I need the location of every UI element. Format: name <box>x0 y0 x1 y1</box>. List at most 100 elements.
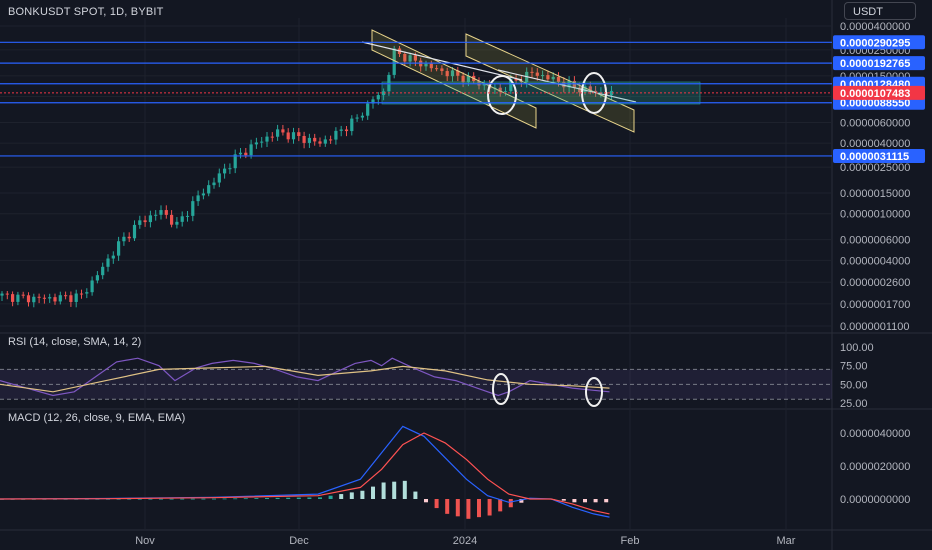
macd-histogram-bar <box>487 499 492 516</box>
price-axis[interactable]: 0.00004000000.00002500000.00001500000.00… <box>833 21 925 506</box>
macd-histogram-bar <box>371 486 375 499</box>
macd-histogram-bar <box>307 497 312 499</box>
candle-body <box>291 132 296 140</box>
candle-body <box>254 142 258 145</box>
rsi-series-line <box>0 357 610 397</box>
candle-body <box>159 210 163 215</box>
candle-body <box>583 86 587 93</box>
candle-body <box>360 115 364 118</box>
currency-selector[interactable]: USDT <box>844 2 916 20</box>
candle-body <box>482 83 486 86</box>
candle-body <box>350 118 354 132</box>
macd-histogram-bar <box>159 498 163 500</box>
candle-body <box>387 74 391 92</box>
candle-body <box>148 215 152 223</box>
price-pane[interactable] <box>0 29 832 308</box>
candle-body <box>217 173 221 183</box>
price-tick-label: 0.0000025000 <box>840 162 910 174</box>
candle-body <box>191 201 195 216</box>
candle-body <box>16 294 20 302</box>
candle-body <box>244 152 248 156</box>
candle-body <box>514 78 518 81</box>
candle-body <box>64 295 68 297</box>
candle-body <box>366 103 370 116</box>
macd-histogram-bar <box>561 499 566 501</box>
candle-body <box>127 236 131 239</box>
candle-body <box>212 182 216 186</box>
price-level-tag <box>833 35 925 50</box>
candle-body <box>334 130 338 140</box>
macd-histogram-bar <box>402 480 407 499</box>
macd-histogram-bar <box>349 492 354 499</box>
rsi-pane[interactable] <box>0 357 832 407</box>
candle-body <box>535 72 539 76</box>
rsi-tick-label: 25.00 <box>840 398 868 410</box>
candle-body <box>265 136 269 142</box>
macd-indicator-title[interactable]: MACD (12, 26, close, 9, EMA, EMA) <box>8 412 186 424</box>
candle-body <box>228 168 232 170</box>
candle-body <box>456 70 460 76</box>
candle-body <box>403 53 407 62</box>
candle-body <box>562 81 566 88</box>
candle-body <box>355 117 359 119</box>
candle-body <box>371 99 375 104</box>
price-tick-label: 0.0000010000 <box>840 209 910 221</box>
candle-body <box>302 135 306 143</box>
candle-body <box>578 87 582 93</box>
candle-body <box>440 68 444 72</box>
macd-histogram-bar <box>137 498 142 500</box>
price-tick-label: 0.0000060000 <box>840 118 910 130</box>
price-level-label: 0.0000031115 <box>840 151 909 163</box>
time-axis[interactable]: Nov Dec 2024 Feb Mar <box>135 535 796 547</box>
macd-histogram-bar <box>127 498 132 500</box>
candle-body <box>79 293 84 295</box>
candle-body <box>556 76 561 82</box>
macd-histogram-bar <box>392 481 397 499</box>
candle-body <box>424 63 428 67</box>
candle-body <box>154 214 158 216</box>
candle-body <box>58 295 62 302</box>
candle-body <box>276 129 280 137</box>
candle-body <box>376 95 380 100</box>
candle-body <box>207 185 211 194</box>
candle-body <box>5 293 9 295</box>
rsi-tick-label: 75.00 <box>840 361 868 373</box>
candle-body <box>90 280 94 293</box>
rsi-indicator-title[interactable]: RSI (14, close, SMA, 14, 2) <box>8 336 142 348</box>
price-tick-label: 0.0000400000 <box>840 21 910 33</box>
candle-body <box>185 215 190 217</box>
candle-body <box>546 75 550 80</box>
macd-histogram-bar <box>318 497 322 499</box>
candle-body <box>117 241 121 256</box>
descending-channel-2 <box>465 33 635 133</box>
macd-pane[interactable] <box>0 425 610 519</box>
macd-histogram-bar <box>413 491 418 499</box>
candle-body <box>297 132 301 136</box>
macd-histogram-bar <box>169 498 174 500</box>
candle-body <box>286 132 290 140</box>
macd-histogram-bar <box>201 498 206 500</box>
macd-histogram-bar <box>445 499 450 514</box>
candle-body <box>238 152 243 155</box>
candle-body <box>344 129 349 132</box>
candle-body <box>180 216 184 222</box>
rsi-tick-label: 100.00 <box>840 342 874 354</box>
highlight-circle <box>487 75 517 115</box>
macd-histogram-bar <box>190 498 195 500</box>
candle-body <box>509 78 513 92</box>
highlight-circle <box>492 373 510 405</box>
candle-body <box>466 75 470 83</box>
candle-body <box>37 296 41 298</box>
candle-body <box>69 295 73 302</box>
candle-body <box>445 71 449 77</box>
candle-body <box>101 266 105 276</box>
macd-histogram-bar <box>360 490 365 499</box>
highlight-circle <box>585 377 603 407</box>
candle-body <box>498 87 502 92</box>
price-tick-label: 0.0000001700 <box>840 299 910 311</box>
candle-body <box>74 293 78 302</box>
macd-histogram-bar <box>583 499 587 503</box>
candle-body <box>0 293 4 296</box>
macd-tick-label: 0.0000040000 <box>840 428 910 440</box>
